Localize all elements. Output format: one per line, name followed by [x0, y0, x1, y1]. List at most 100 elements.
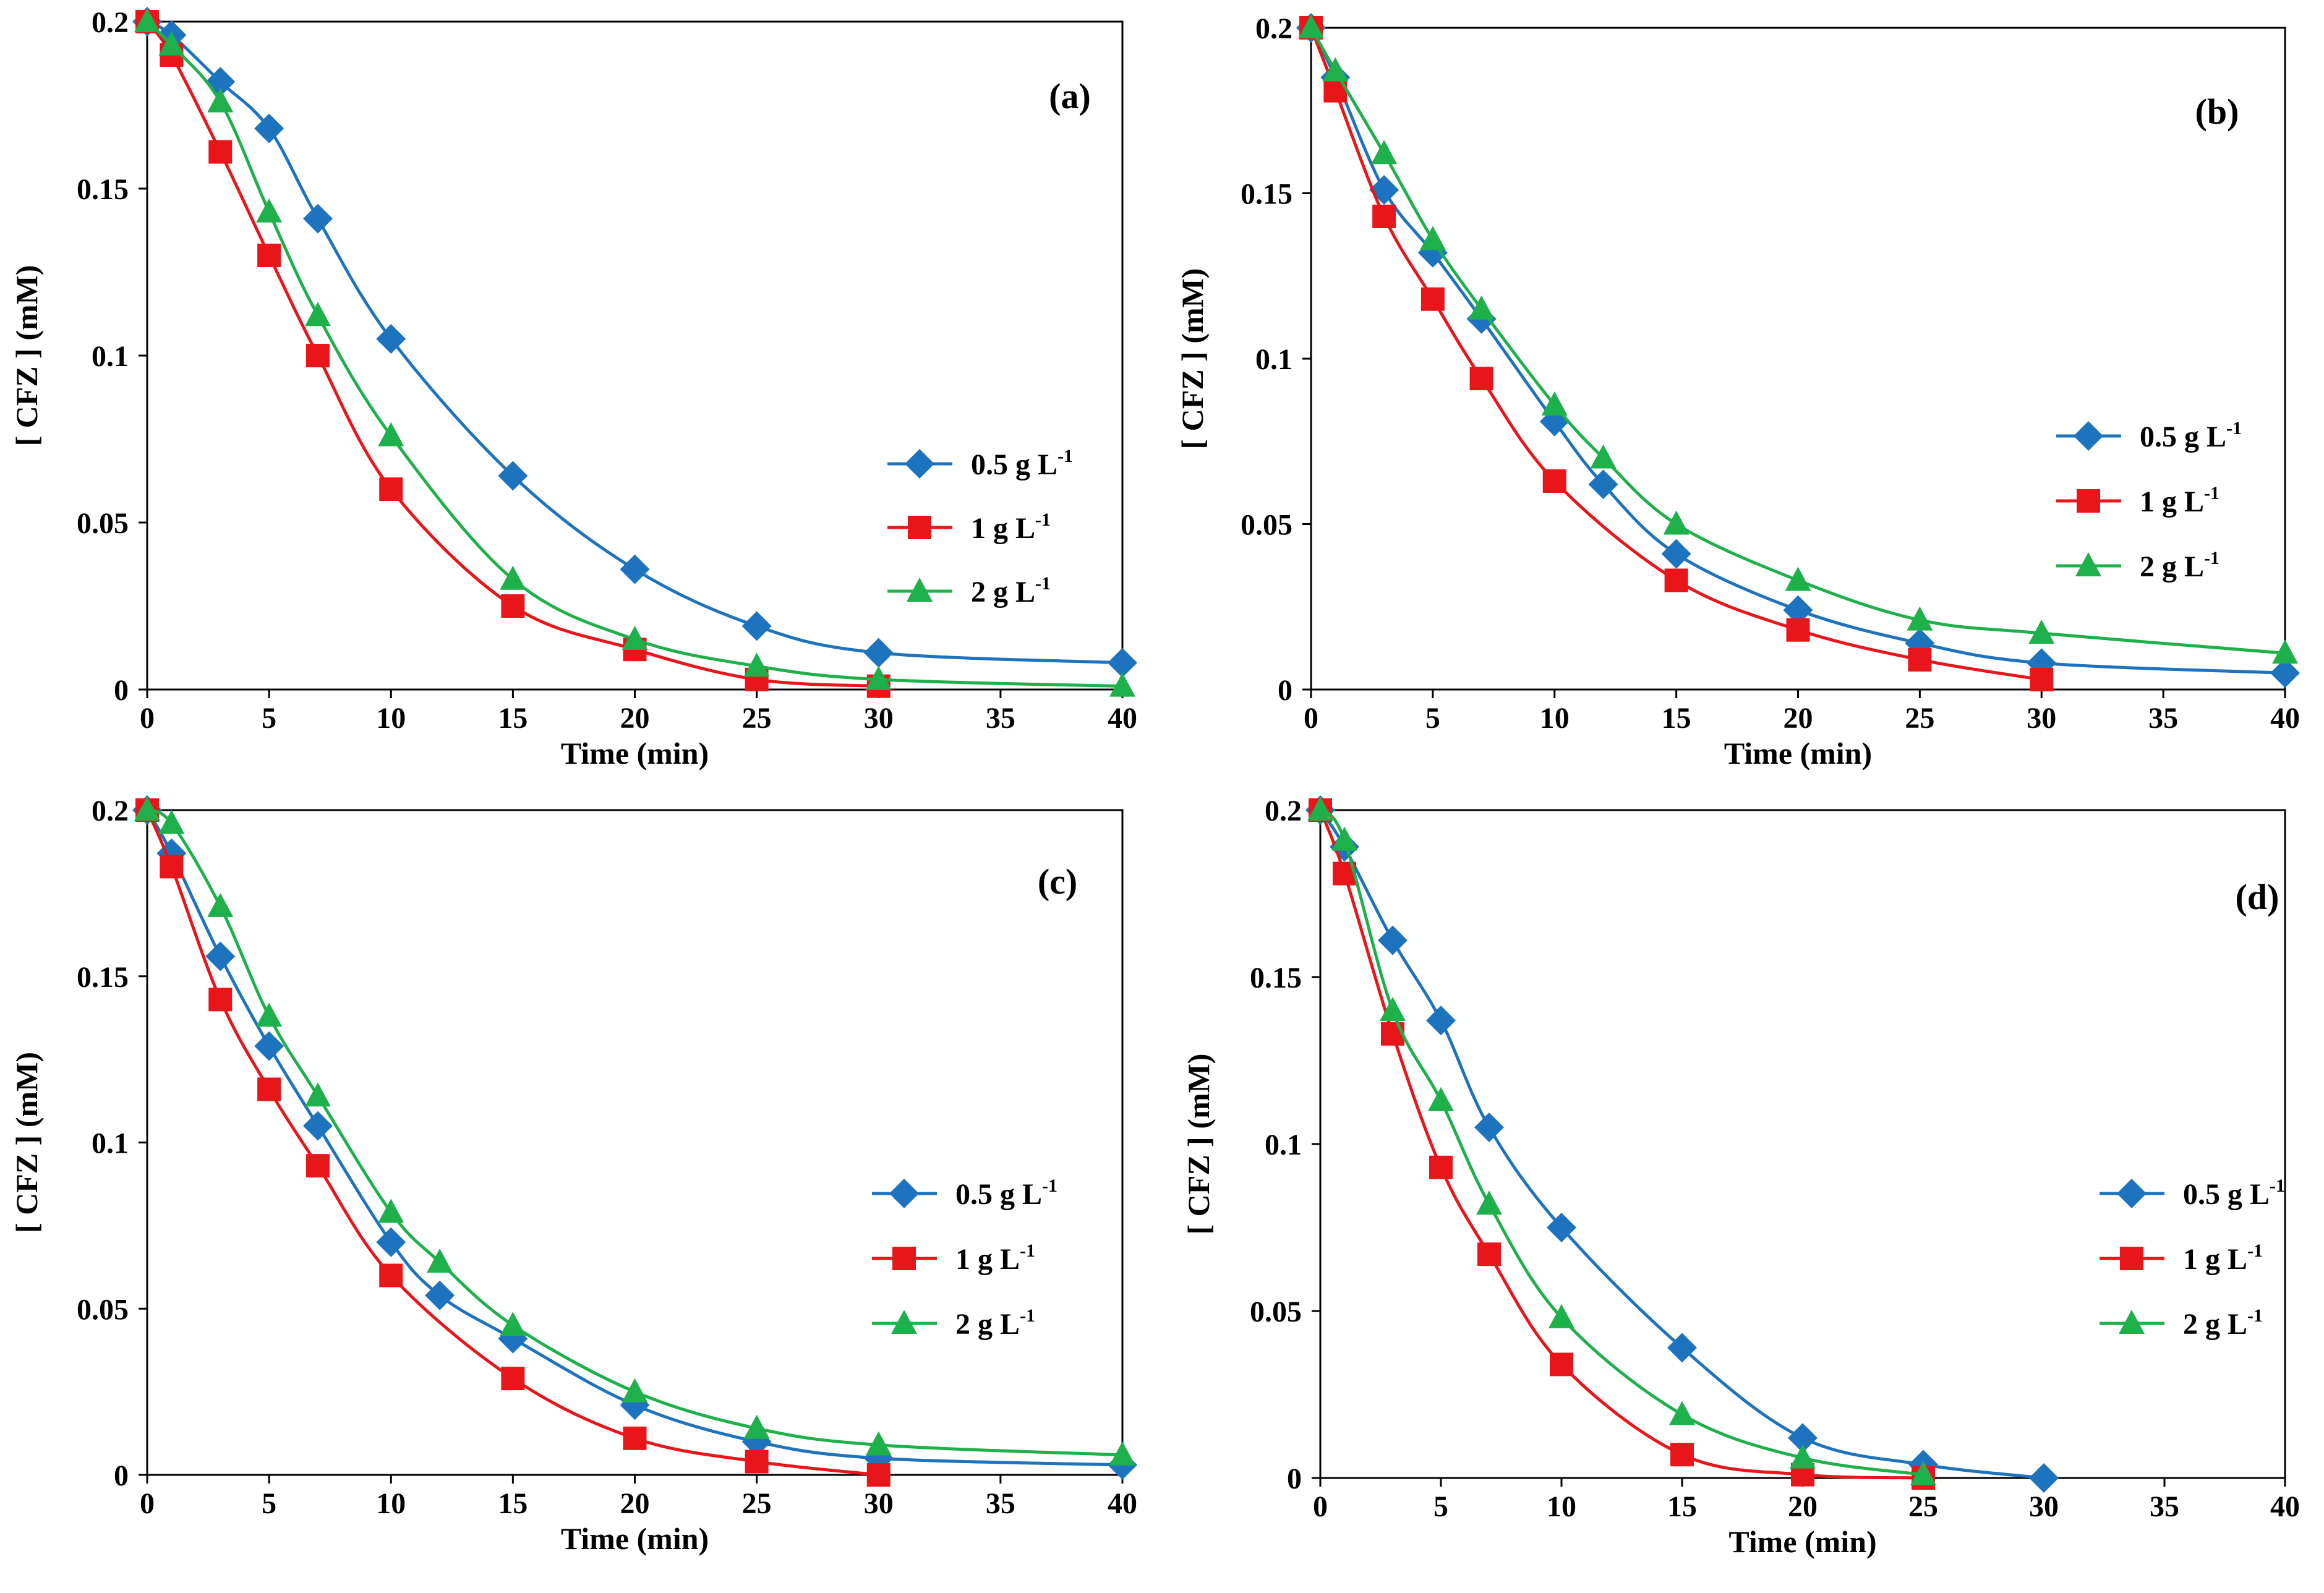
legend-marker-s1: [2077, 489, 2100, 513]
legend-label-s05: 0.5 g L-1: [971, 446, 1073, 481]
x-tick-label: 0: [140, 702, 155, 735]
data-point-s1: [305, 1154, 330, 1178]
series-line-s2: [1319, 809, 1924, 1477]
data-point-s1: [1542, 469, 1566, 493]
data-point-s05: [1783, 595, 1813, 625]
data-point-s2: [1322, 57, 1349, 82]
data-point-s2: [378, 422, 404, 446]
x-tick-label: 35: [2148, 702, 2178, 735]
legend-label-superscript: -1: [1057, 446, 1073, 466]
x-tick-label: 20: [1788, 1490, 1818, 1523]
y-tick-label: 0.1: [92, 1127, 129, 1160]
data-point-s2: [207, 88, 234, 113]
x-tick-label: 25: [1908, 1490, 1938, 1523]
data-point-s2: [1109, 672, 1135, 697]
legend-label-text: 0.5 g L: [2140, 421, 2226, 453]
data-point-s1: [1670, 1443, 1694, 1467]
data-point-s05: [1108, 647, 1137, 678]
legend-label-s2: 2 g L-1: [2140, 548, 2219, 583]
legend-label-s2: 2 g L-1: [971, 573, 1051, 609]
data-point-s2: [304, 1082, 331, 1107]
data-point-s2: [134, 796, 160, 821]
series-line-s2: [146, 20, 1123, 688]
legend-label-s2: 2 g L-1: [2183, 1305, 2263, 1341]
x-tick-label: 25: [1905, 702, 1934, 735]
x-tick-label: 40: [1108, 1487, 1137, 1520]
data-point-s2: [1669, 1401, 1695, 1425]
data-point-s2: [1298, 14, 1324, 38]
data-point-s2: [256, 1002, 283, 1027]
data-point-s05: [1426, 1006, 1456, 1036]
legend-marker-s2: [2075, 552, 2101, 576]
legend-label-superscript: -1: [1035, 573, 1051, 594]
x-tick-label: 30: [864, 702, 894, 735]
series-line-s1: [145, 809, 879, 1477]
y-tick-label: 0.05: [1241, 509, 1292, 542]
x-tick-label: 20: [620, 702, 650, 735]
data-point-s05: [302, 203, 333, 234]
x-tick-label: 10: [376, 1487, 406, 1520]
data-point-s1: [305, 344, 330, 367]
x-tick-label: 30: [2029, 1490, 2059, 1523]
legend-label-text: 1 g L: [955, 1243, 1020, 1276]
data-point-s2: [378, 1198, 404, 1223]
x-tick-label: 5: [262, 702, 276, 735]
data-point-s05: [620, 554, 650, 584]
data-point-s2: [427, 1249, 453, 1273]
data-point-s05: [1378, 925, 1408, 955]
y-tick-label: 0.1: [1265, 1129, 1302, 1161]
data-point-s2: [1785, 566, 1811, 591]
data-point-s05: [1661, 539, 1691, 569]
data-point-s2: [1790, 1444, 1816, 1469]
data-point-s2: [1907, 606, 1933, 631]
data-point-s1: [501, 1367, 525, 1391]
y-tick-label: 0.15: [1250, 962, 1302, 994]
y-tick-label: 0.05: [77, 507, 129, 540]
y-axis-label: [ CFZ ] (mM): [1181, 1054, 1216, 1235]
x-tick-label: 10: [1540, 702, 1570, 735]
x-axis-label: Time (min): [561, 1521, 709, 1556]
series-line-s05: [146, 20, 1123, 665]
data-point-s1: [1469, 367, 1493, 391]
x-tick-label: 0: [1304, 702, 1318, 735]
data-point-s2: [1663, 510, 1690, 535]
data-point-s2: [1549, 1304, 1574, 1328]
data-point-s1: [2030, 667, 2054, 691]
data-point-s1: [379, 477, 403, 501]
legend-label-superscript: -1: [2247, 1305, 2263, 1326]
data-point-s2: [2272, 639, 2298, 664]
data-point-s2: [622, 1378, 648, 1403]
data-point-s1: [623, 1426, 647, 1450]
data-point-s2: [1541, 391, 1568, 416]
data-point-s05: [863, 638, 894, 668]
x-tick-label: 35: [986, 702, 1015, 735]
legend-label-text: 1 g L: [2183, 1243, 2247, 1276]
y-tick-label: 0: [1287, 1463, 1302, 1495]
legend-marker-s05: [2074, 421, 2103, 451]
y-tick-label: 0.2: [1255, 12, 1292, 45]
plot-frame: [146, 809, 1124, 1476]
legend-marker-s1: [892, 1247, 916, 1270]
data-point-s05: [254, 1031, 284, 1061]
legend-label-text: 2 g L: [2140, 550, 2204, 583]
data-point-s2: [1419, 226, 1446, 250]
data-point-s1: [1477, 1242, 1501, 1266]
data-point-s2: [1109, 1441, 1135, 1466]
legend-marker-s2: [2119, 1310, 2145, 1334]
series-line-s1: [1318, 809, 1924, 1480]
data-point-s05: [254, 113, 284, 143]
data-point-s1: [745, 1450, 769, 1474]
data-point-s2: [256, 198, 283, 223]
x-tick-label: 25: [742, 702, 772, 735]
data-point-s1: [1908, 647, 1932, 672]
data-point-s2: [134, 8, 160, 32]
data-point-s1: [208, 988, 233, 1012]
legend-label-superscript: -1: [2204, 483, 2219, 503]
data-point-s2: [500, 1312, 526, 1336]
y-tick-label: 0.05: [77, 1293, 129, 1326]
y-tick-label: 0.15: [77, 961, 129, 994]
x-tick-label: 30: [2027, 702, 2056, 735]
data-point-s1: [1664, 568, 1688, 592]
x-tick-label: 15: [1662, 702, 1691, 735]
